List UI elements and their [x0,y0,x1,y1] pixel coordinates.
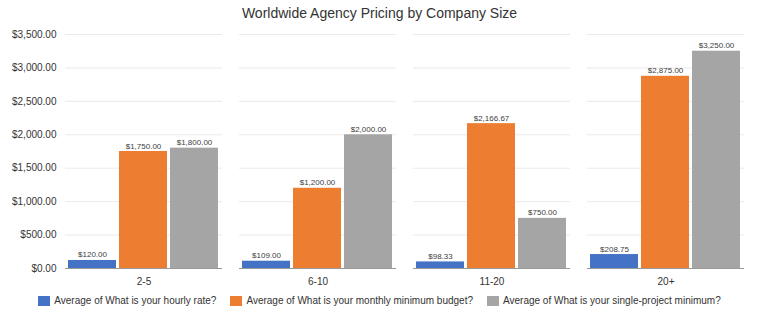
svg-text:$109.00: $109.00 [252,251,281,260]
svg-text:$98.33: $98.33 [428,252,453,261]
svg-text:$120.00: $120.00 [78,250,107,259]
svg-text:$1,750.00: $1,750.00 [126,142,162,151]
svg-text:$2,875.00: $2,875.00 [648,66,684,75]
svg-text:$1,500.00: $1,500.00 [12,162,57,173]
svg-text:11-20: 11-20 [480,276,505,287]
svg-text:$1,800.00: $1,800.00 [177,138,213,147]
html-text:Average of What is your monthl: Average of What is your monthly minimum … [246,295,473,306]
svg-text:$208.75: $208.75 [600,245,629,254]
svg-text:$750.00: $750.00 [528,208,557,217]
svg-text:$2,000.00: $2,000.00 [12,129,57,140]
svg-text:6-10: 6-10 [308,276,328,287]
svg-text:$2,000.00: $2,000.00 [351,125,387,134]
svg-text:$3,000.00: $3,000.00 [12,62,57,73]
svg-text:$1,000.00: $1,000.00 [12,196,57,207]
svg-text:$3,500.00: $3,500.00 [12,29,57,40]
html-text:Average of What is your hourly: Average of What is your hourly rate? [54,295,217,306]
svg-text:20+: 20+ [658,276,675,287]
svg-text:$500.00: $500.00 [20,229,57,240]
svg-text:$3,250.00: $3,250.00 [699,41,735,50]
html-text:Average of What is your single: Average of What is your single-project m… [503,295,721,306]
svg-text:$0.00: $0.00 [31,263,56,274]
html-text:Worldwide Agency Pricing by Co: Worldwide Agency Pricing by Company Size [241,5,518,21]
svg-text:$2,166.67: $2,166.67 [474,114,510,123]
svg-text:2-5: 2-5 [137,276,152,287]
svg-text:$2,500.00: $2,500.00 [12,96,57,107]
svg-text:$1,200.00: $1,200.00 [300,178,336,187]
